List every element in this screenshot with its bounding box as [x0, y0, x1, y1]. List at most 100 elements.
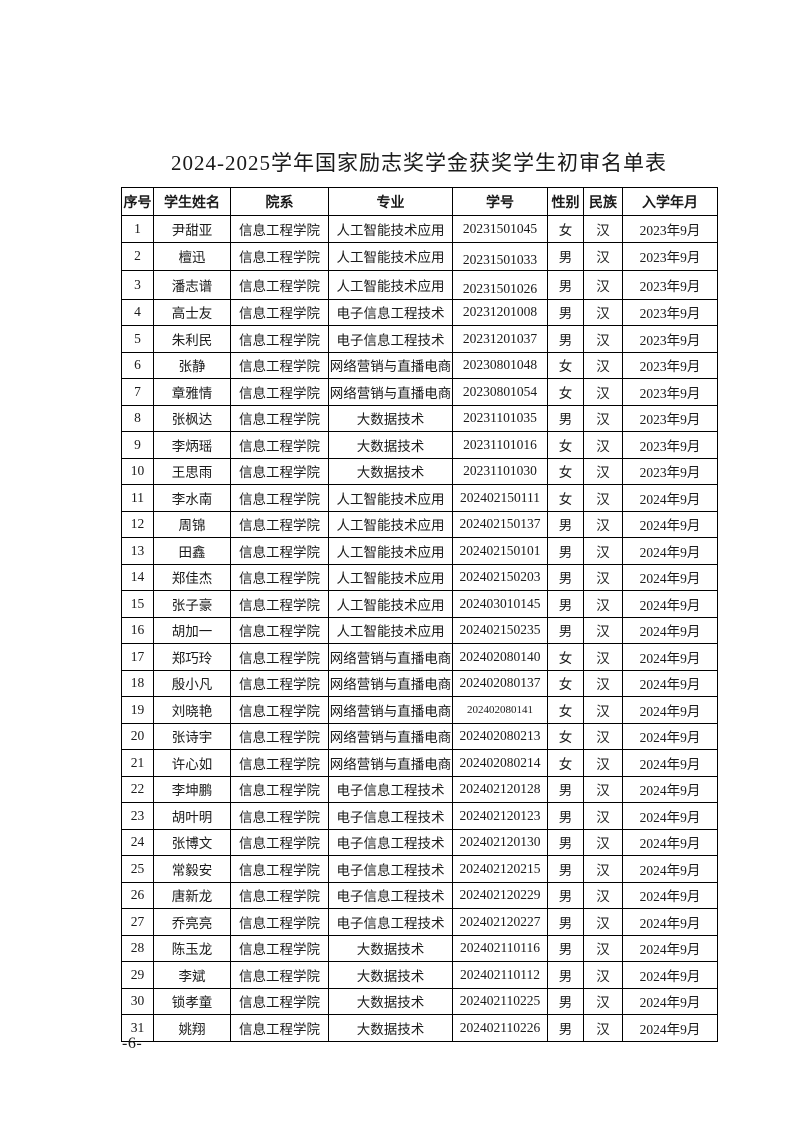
cell-gender: 女	[547, 457, 584, 485]
table-row: 25 常毅安 信息工程学院 电子信息工程技术 202402120215 男汉 2024年9月	[121, 855, 718, 883]
cell-major: 电子信息工程技术	[328, 298, 453, 326]
cell-department: 信息工程学院	[230, 215, 329, 243]
cell-index: 6	[121, 351, 154, 379]
cell-department: 信息工程学院	[230, 510, 329, 538]
cell-student-id: 202402150235	[452, 616, 548, 644]
cell-ethnicity: 汉	[583, 1014, 623, 1042]
cell-gender: 男	[547, 325, 584, 353]
table-row: 22 李坤鹏 信息工程学院 电子信息工程技术 202402120128 男汉 2024年9月	[121, 775, 718, 803]
cell-gender: 男	[547, 510, 584, 538]
cell-ethnicity: 汉	[583, 215, 623, 243]
cell-student-id: 202402150137	[452, 510, 548, 538]
cell-department: 信息工程学院	[230, 934, 329, 962]
cell-major: 大数据技术	[328, 961, 453, 989]
cell-student-name: 高士友	[153, 298, 231, 326]
cell-major: 大数据技术	[328, 934, 453, 962]
cell-index: 12	[121, 510, 154, 538]
cell-gender: 男	[547, 270, 584, 300]
cell-index: 17	[121, 643, 154, 671]
cell-ethnicity: 汉	[583, 696, 623, 724]
cell-ethnicity: 汉	[583, 241, 623, 271]
cell-enrollment-date: 2024年9月	[622, 881, 718, 909]
cell-student-name: 王思雨	[153, 457, 231, 485]
cell-student-id: 20231201008	[452, 298, 548, 326]
cell-department: 信息工程学院	[230, 1014, 329, 1042]
cell-student-name: 田鑫	[153, 537, 231, 565]
cell-index: 8	[121, 404, 154, 432]
cell-major: 大数据技术	[328, 457, 453, 485]
cell-ethnicity: 汉	[583, 961, 623, 989]
cell-gender: 女	[547, 484, 584, 512]
table-row: 2 檀迅 信息工程学院 人工智能技术应用 20231501033 男汉 2023年9月	[121, 241, 718, 271]
table-row: 11 李水南 信息工程学院 人工智能技术应用 202402150111 女汉 2024年9月	[121, 484, 718, 512]
cell-enrollment-date: 2024年9月	[622, 775, 718, 803]
cell-major: 人工智能技术应用	[328, 616, 453, 644]
cell-index: 20	[121, 722, 154, 750]
cell-major: 人工智能技术应用	[328, 270, 453, 300]
cell-index: 7	[121, 378, 154, 406]
cell-ethnicity: 汉	[583, 802, 623, 830]
page-number: -6-	[122, 1035, 143, 1052]
cell-gender: 女	[547, 669, 584, 697]
cell-student-id: 202402110116	[452, 934, 548, 962]
cell-enrollment-date: 2024年9月	[622, 590, 718, 618]
cell-major: 人工智能技术应用	[328, 537, 453, 565]
cell-major: 电子信息工程技术	[328, 802, 453, 830]
cell-index: 11	[121, 484, 154, 512]
cell-student-id: 202402110225	[452, 987, 548, 1015]
cell-department: 信息工程学院	[230, 722, 329, 750]
cell-student-name: 尹甜亚	[153, 215, 231, 243]
table-row: 26 唐新龙 信息工程学院 电子信息工程技术 202402120229 男汉 2024年9月	[121, 881, 718, 909]
cell-department: 信息工程学院	[230, 749, 329, 777]
cell-student-name: 章雅情	[153, 378, 231, 406]
table-row: 4 高士友 信息工程学院 电子信息工程技术 20231201008 男汉 2023年9月	[121, 298, 718, 326]
cell-student-name: 张诗宇	[153, 722, 231, 750]
cell-gender: 男	[547, 298, 584, 326]
cell-department: 信息工程学院	[230, 431, 329, 459]
cell-student-id: 202402120215	[452, 855, 548, 883]
table-row: 20 张诗宇 信息工程学院 网络营销与直播电商 202402080213 女汉 2024年9…	[121, 722, 718, 750]
table-row: 31 姚翔 信息工程学院 大数据技术 202402110226 男汉 2024年9月	[121, 1014, 718, 1042]
cell-index: 15	[121, 590, 154, 618]
cell-enrollment-date: 2024年9月	[622, 616, 718, 644]
table-row: 6 张静 信息工程学院 网络营销与直播电商 20230801048 女汉 2023年9月	[121, 351, 718, 379]
table-row: 7 章雅情 信息工程学院 网络营销与直播电商 20230801054 女汉 2023年9月	[121, 378, 718, 406]
cell-department: 信息工程学院	[230, 457, 329, 485]
cell-ethnicity: 汉	[583, 378, 623, 406]
cell-student-id: 202402080213	[452, 722, 548, 750]
cell-department: 信息工程学院	[230, 775, 329, 803]
table-row: 13 田鑫 信息工程学院 人工智能技术应用 202402150101 男汉 2024年9月	[121, 537, 718, 565]
table-row: 10 王思雨 信息工程学院 大数据技术 20231101030 女汉 2023年9月	[121, 457, 718, 485]
cell-enrollment-date: 2024年9月	[622, 510, 718, 538]
cell-student-name: 胡叶明	[153, 802, 231, 830]
cell-ethnicity: 汉	[583, 881, 623, 909]
cell-enrollment-date: 2024年9月	[622, 987, 718, 1015]
cell-major: 电子信息工程技术	[328, 325, 453, 353]
cell-ethnicity: 汉	[583, 828, 623, 856]
cell-student-id: 20231501033	[452, 241, 548, 271]
cell-gender: 女	[547, 696, 584, 724]
cell-major: 人工智能技术应用	[328, 484, 453, 512]
cell-department: 信息工程学院	[230, 643, 329, 671]
cell-major: 网络营销与直播电商	[328, 696, 453, 724]
cell-major: 网络营销与直播电商	[328, 722, 453, 750]
cell-student-name: 张博文	[153, 828, 231, 856]
cell-ethnicity: 汉	[583, 590, 623, 618]
cell-student-name: 潘志谱	[153, 270, 231, 300]
table-row: 5 朱利民 信息工程学院 电子信息工程技术 20231201037 男汉 2023年9月	[121, 325, 718, 353]
cell-student-id: 202402120128	[452, 775, 548, 803]
cell-department: 信息工程学院	[230, 404, 329, 432]
cell-department: 信息工程学院	[230, 669, 329, 697]
cell-major: 电子信息工程技术	[328, 855, 453, 883]
cell-index: 4	[121, 298, 154, 326]
table-row: 28 陈玉龙 信息工程学院 大数据技术 202402110116 男汉 2024年9月	[121, 934, 718, 962]
cell-ethnicity: 汉	[583, 908, 623, 936]
scholarship-roster-table: 序号 学生姓名 院系 专业 学号 性别 民族 入学年月 1 尹甜亚 信息工程学院 人工…	[121, 187, 718, 1042]
cell-student-id: 20231201037	[452, 325, 548, 353]
cell-student-id: 202402080140	[452, 643, 548, 671]
cell-major: 大数据技术	[328, 1014, 453, 1042]
cell-enrollment-date: 2024年9月	[622, 537, 718, 565]
cell-department: 信息工程学院	[230, 987, 329, 1015]
cell-major: 人工智能技术应用	[328, 215, 453, 243]
cell-ethnicity: 汉	[583, 325, 623, 353]
